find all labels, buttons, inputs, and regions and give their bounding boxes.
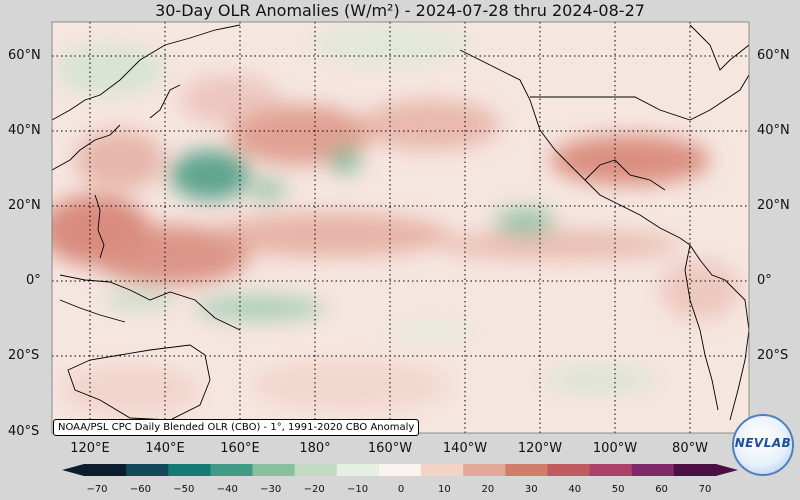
lab-logo-text: NEVLAB (734, 436, 792, 450)
lon-label-100w: 100°W (592, 441, 638, 456)
colorbar-tick-label: −30 (260, 484, 282, 495)
lon-label-180: 180° (299, 441, 331, 456)
colorbar-segment (294, 464, 338, 476)
colorbar-tick-label: 60 (655, 484, 668, 495)
lat-label-left-0: 0° (26, 273, 41, 288)
colorbar-tick-label: 10 (438, 484, 451, 495)
colorbar-segment (252, 464, 296, 476)
lon-label-120w: 120°W (517, 441, 563, 456)
colorbar-segment (505, 464, 548, 476)
lat-label-right-20s: 20°S (757, 348, 789, 363)
colorbar-tick-label: −40 (216, 484, 238, 495)
colorbar-tick-label: 0 (397, 484, 405, 495)
colorbar-segment (421, 464, 464, 476)
colorbar-segment (84, 464, 127, 476)
lat-label-left-20n: 20°N (8, 198, 41, 213)
lon-label-140w: 140°W (442, 441, 488, 456)
colorbar-segment (463, 464, 506, 476)
lat-label-left-60n: 60°N (8, 48, 41, 63)
colorbar (62, 464, 738, 476)
colorbar-arrow-low (62, 464, 84, 476)
colorbar-tick-label: 40 (568, 484, 582, 495)
lab-logo: NEVLAB (732, 414, 794, 476)
data-credit-label: NOAA/PSL CPC Daily Blended OLR (CBO) - 1… (53, 419, 420, 436)
lon-label-160w: 160°W (367, 441, 413, 456)
colorbar-segment (673, 464, 717, 476)
lat-label-right-20n: 20°N (757, 198, 790, 213)
lat-label-right-0: 0° (757, 273, 772, 288)
lat-label-left-40n: 40°N (8, 123, 41, 138)
lat-label-right-60n: 60°N (757, 48, 790, 63)
lon-label-80w: 80°W (672, 441, 708, 456)
anomaly-field (52, 25, 740, 415)
colorbar-segment (589, 464, 633, 476)
lat-label-left-20s: 20°S (8, 348, 40, 363)
lat-label-right-40n: 40°N (757, 123, 790, 138)
colorbar-tick-label: 30 (524, 484, 538, 495)
colorbar-arrow-high (716, 464, 738, 476)
lon-label-160e: 160°E (220, 441, 260, 456)
map-title: 30-Day OLR Anomalies (W/m²) - 2024-07-28… (155, 1, 645, 20)
colorbar-segment (631, 464, 675, 476)
colorbar-tick-label: −70 (86, 484, 108, 495)
colorbar-segment (547, 464, 591, 476)
colorbar-segment (378, 464, 422, 476)
lon-label-140e: 140°E (145, 441, 185, 456)
colorbar-tick-label: 50 (611, 484, 625, 495)
colorbar-tick-label: −50 (173, 484, 195, 495)
colorbar-segment (336, 464, 380, 476)
lat-label-left-40s: 40°S (8, 424, 40, 439)
colorbar-segment (210, 464, 254, 476)
graticule (52, 22, 749, 433)
colorbar-tick-label: 70 (698, 484, 712, 495)
colorbar-tick-label: −60 (129, 484, 151, 495)
colorbar-tick-label: −20 (303, 484, 325, 495)
colorbar-segment (126, 464, 169, 476)
colorbar-tick-label: −10 (347, 484, 369, 495)
colorbar-tick-label: 20 (481, 484, 495, 495)
lon-label-120e: 120°E (70, 441, 110, 456)
colorbar-segment (168, 464, 211, 476)
